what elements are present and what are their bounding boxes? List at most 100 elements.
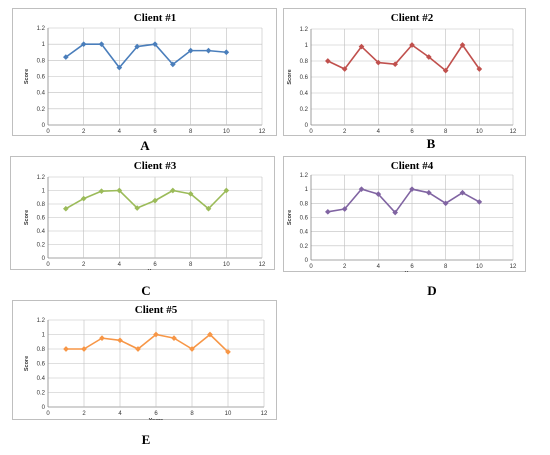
x-axis-label: Years <box>148 269 163 270</box>
data-point <box>116 64 123 71</box>
x-tick-label: 10 <box>476 264 483 270</box>
y-tick-label: 1.2 <box>300 27 309 33</box>
y-tick-label: 0.6 <box>37 216 46 222</box>
y-tick-label: 0.6 <box>300 75 309 81</box>
x-tick-label: 10 <box>223 262 230 268</box>
y-tick-label: 1 <box>305 43 309 49</box>
data-point <box>205 205 212 212</box>
chart-title: Client #4 <box>391 160 434 172</box>
x-tick-label: 8 <box>444 264 448 270</box>
data-point <box>426 189 432 196</box>
series-line <box>327 188 480 214</box>
y-tick-label: 0.4 <box>37 229 46 235</box>
x-tick-label: 12 <box>510 129 517 135</box>
data-point <box>63 205 69 212</box>
y-tick-label: 0.8 <box>37 202 46 208</box>
series-line <box>66 333 229 353</box>
y-tick-label: 1 <box>305 187 309 193</box>
x-tick-label: 10 <box>476 129 483 135</box>
y-tick-label: 1.2 <box>300 173 309 179</box>
y-tick-label: 0.2 <box>37 107 46 113</box>
panel-label-e: E <box>141 432 151 447</box>
x-tick-label: 0 <box>309 264 313 270</box>
y-tick-label: 0.4 <box>37 91 46 97</box>
y-axis-label: Score <box>24 210 30 225</box>
chart-title: Client #1 <box>134 12 176 24</box>
x-tick-label: 2 <box>343 129 347 135</box>
data-point <box>63 54 69 60</box>
chart-frame <box>283 156 526 272</box>
y-axis-label: Score <box>287 210 293 225</box>
series-line <box>65 189 227 210</box>
x-tick-label: 10 <box>225 411 232 417</box>
y-tick-label: 0.6 <box>300 216 309 222</box>
y-tick-label: 0.6 <box>37 362 46 368</box>
x-tick-label: 2 <box>82 262 86 268</box>
x-tick-label: 12 <box>510 264 517 270</box>
x-tick-label: 6 <box>410 129 414 135</box>
panel-label-d: D <box>427 283 437 298</box>
y-axis-label: Score <box>24 356 30 371</box>
x-tick-label: 8 <box>444 129 448 135</box>
x-tick-label: 4 <box>118 129 122 135</box>
x-tick-label: 6 <box>410 264 414 270</box>
x-tick-label: 4 <box>377 129 381 135</box>
chart-frame <box>10 156 275 270</box>
x-tick-label: 12 <box>259 262 266 268</box>
chart-title: Client #3 <box>134 160 177 172</box>
data-point <box>80 195 87 202</box>
y-tick-label: 0.4 <box>37 376 46 382</box>
x-tick-label: 0 <box>46 411 50 417</box>
chart-panel-c: 0 0.2 0.4 0.6 0.8 1 1.2 0 2 4 6 8 10 12 Client #3 Years… <box>10 156 275 270</box>
data-point <box>134 43 140 50</box>
chart-panel-e: 0 0.2 0.4 0.6 0.8 1 1.2 0 2 4 6 8 10 12 Client #5 Years… <box>12 300 277 420</box>
x-tick-label: 10 <box>223 129 230 135</box>
x-tick-label: 4 <box>118 262 122 268</box>
y-tick-label: 0 <box>42 123 46 129</box>
x-tick-label: 2 <box>82 411 86 417</box>
x-tick-label: 4 <box>118 411 122 417</box>
y-axis-label: Score <box>24 69 30 84</box>
y-axis-label: Score <box>287 69 293 84</box>
y-tick-label: 1 <box>42 42 46 48</box>
y-tick-label: 1 <box>42 333 46 339</box>
y-tick-label: 0.4 <box>300 91 309 97</box>
y-tick-label: 0 <box>42 405 46 411</box>
x-tick-label: 0 <box>46 129 50 135</box>
data-point <box>442 200 449 207</box>
x-tick-label: 2 <box>82 129 86 135</box>
chart-client-4: 0 0.2 0.4 0.6 0.8 1 1.2 0 2 4 6 8 10 12 Client #4 Years… <box>283 156 526 272</box>
chart-frame <box>12 8 277 136</box>
x-axis-label: Years <box>405 271 420 272</box>
y-tick-label: 0.2 <box>37 243 46 249</box>
y-tick-label: 0.4 <box>300 230 309 236</box>
y-tick-label: 1.2 <box>37 318 46 324</box>
chart-frame <box>12 300 277 420</box>
x-tick-label: 6 <box>153 262 157 268</box>
y-tick-label: 0.2 <box>300 244 309 250</box>
y-tick-label: 0.8 <box>37 347 46 353</box>
y-tick-label: 0.8 <box>300 59 309 65</box>
x-tick-label: 8 <box>189 262 193 268</box>
data-point <box>476 199 483 205</box>
data-point <box>426 54 432 60</box>
chart-title: Client #5 <box>135 304 178 316</box>
y-tick-label: 0 <box>305 123 309 129</box>
data-point <box>476 66 483 72</box>
chart-frame <box>283 8 526 136</box>
series-line <box>327 44 480 72</box>
y-tick-label: 0.2 <box>37 391 46 397</box>
y-tick-label: 0.2 <box>300 107 309 113</box>
x-tick-label: 2 <box>343 264 347 270</box>
x-tick-label: 12 <box>259 129 266 135</box>
panel-label-a: A <box>140 138 150 153</box>
panel-label-c: C <box>141 283 151 298</box>
series-line <box>65 43 227 69</box>
x-tick-label: 6 <box>153 129 157 135</box>
y-tick-label: 0.8 <box>37 58 46 64</box>
chart-title: Client #2 <box>391 12 434 24</box>
